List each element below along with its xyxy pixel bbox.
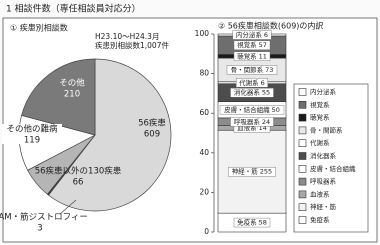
segment-name: 代謝系 — [239, 78, 259, 87]
y-tick-label: 80 — [199, 69, 209, 78]
slice-label: 56疾患以外の130疾患 — [35, 166, 122, 177]
segment-label: 呼吸器系 24 — [234, 117, 270, 126]
y-tick-label: 40 — [199, 148, 209, 157]
y-tick-label: 20 — [199, 187, 209, 196]
label-bg — [2, 124, 62, 144]
heading: 1 相談件数（専任相談員対応分） — [6, 3, 141, 15]
bar-title: ② 56疾患相談数(609)の内訳 — [218, 21, 323, 31]
segment-value: 11 — [259, 52, 267, 60]
legend-label: 免疫系 — [310, 215, 330, 224]
segment-value: 24 — [262, 118, 270, 126]
legend-swatch — [298, 101, 307, 109]
segment-label: 聴覚系 11 — [237, 51, 267, 60]
segment-value: 14 — [259, 124, 267, 132]
slice-value: 210 — [64, 90, 80, 100]
segment-label: 神経・筋 255 — [232, 167, 272, 176]
segment-name: 皮膚・結合組織 — [224, 105, 270, 114]
segment-name: 免疫系 — [237, 218, 257, 227]
segment-value: 73 — [265, 66, 273, 74]
label-bg — [228, 166, 276, 177]
slice-value: 609 — [144, 130, 160, 140]
label-bg — [233, 40, 271, 50]
legend-swatch — [298, 203, 307, 211]
segment-label: 骨・関節系 73 — [231, 65, 274, 74]
leader-line — [59, 199, 77, 215]
label-bg — [219, 105, 285, 115]
segment-value: 255 — [260, 168, 272, 176]
legend-label: 代謝系 — [310, 138, 330, 147]
legend-swatch — [298, 113, 307, 122]
segment-label: 免疫系 58 — [237, 218, 267, 227]
y-tick-label: 100 — [195, 29, 210, 38]
legend-label: 消化器系 — [310, 151, 337, 160]
segment-name: 呼吸器系 — [234, 117, 261, 126]
legend-label: 神経・筋 — [310, 202, 337, 211]
legend-swatch — [298, 216, 307, 224]
legend-box — [293, 83, 369, 233]
legend-label: 聴覚系 — [310, 113, 330, 122]
pie-note: 疾患別相談数1,007件 — [95, 40, 169, 50]
y-tick-label: 0 — [204, 227, 209, 236]
slice-value: 119 — [24, 136, 40, 146]
legend-label: 骨・関節系 — [310, 125, 343, 134]
segment-value: 58 — [259, 219, 267, 227]
pie-subtitle: H23.10～H24.3月 — [95, 32, 159, 41]
segment-label: 視覚系 57 — [237, 40, 267, 49]
y-tick-label: 60 — [199, 108, 209, 117]
segment-value: 6 — [264, 31, 268, 39]
label-bg — [236, 78, 268, 88]
segment-name: 神経・筋 — [232, 167, 259, 176]
segment-label: 内分泌系 6 — [236, 30, 268, 39]
segment-value: 6 — [261, 79, 265, 87]
segment-name: 骨・関節系 — [231, 65, 264, 74]
pie-slice — [21, 58, 96, 136]
legend-swatch — [298, 190, 307, 199]
label-bg — [230, 117, 274, 127]
segment-label: 血液系 14 — [237, 123, 267, 132]
segment-value: 50 — [272, 106, 280, 114]
slice-value: 3 — [37, 224, 42, 234]
label-bg — [233, 51, 271, 61]
legend-label: 血液系 — [310, 189, 330, 198]
label-bg — [226, 65, 278, 75]
segment-name: 聴覚系 — [237, 51, 257, 60]
label-bg — [230, 87, 274, 98]
slice-label: HAM・筋ジストロフィー — [0, 212, 88, 223]
legend-swatch — [298, 126, 307, 135]
segment-name: 視覚系 — [237, 40, 257, 49]
slice-label: 56疾患 — [138, 118, 166, 129]
legend-swatch — [298, 177, 307, 186]
slice-label: その他 — [59, 78, 85, 89]
slice-value: 66 — [73, 178, 84, 188]
slice-label: その他の難病 — [6, 124, 58, 135]
legend-label: 呼吸器系 — [310, 177, 337, 186]
label-bg — [232, 30, 272, 40]
segment-name: 消化器系 — [234, 88, 261, 97]
segment-name: 血液系 — [237, 123, 257, 132]
pie-slice — [48, 58, 172, 212]
legend-label: 皮膚・結合組織 — [310, 164, 356, 173]
legend-swatch — [298, 139, 307, 147]
legend-swatch — [298, 165, 307, 173]
legend-swatch — [298, 152, 307, 160]
segment-value: 55 — [262, 89, 270, 97]
segment-name: 内分泌系 — [236, 30, 263, 39]
segment-value: 57 — [259, 41, 267, 49]
segment-label: 代謝系 6 — [239, 78, 265, 87]
legend-label: 内分泌系 — [310, 87, 337, 96]
segment-label: 皮膚・結合組織 50 — [224, 105, 280, 114]
label-bg — [233, 217, 271, 228]
legend-label: 視覚系 — [310, 100, 330, 109]
segment-label: 消化器系 55 — [234, 88, 270, 97]
legend-swatch — [298, 88, 307, 96]
pie-title: ① 疾患別相談数 — [10, 23, 68, 33]
